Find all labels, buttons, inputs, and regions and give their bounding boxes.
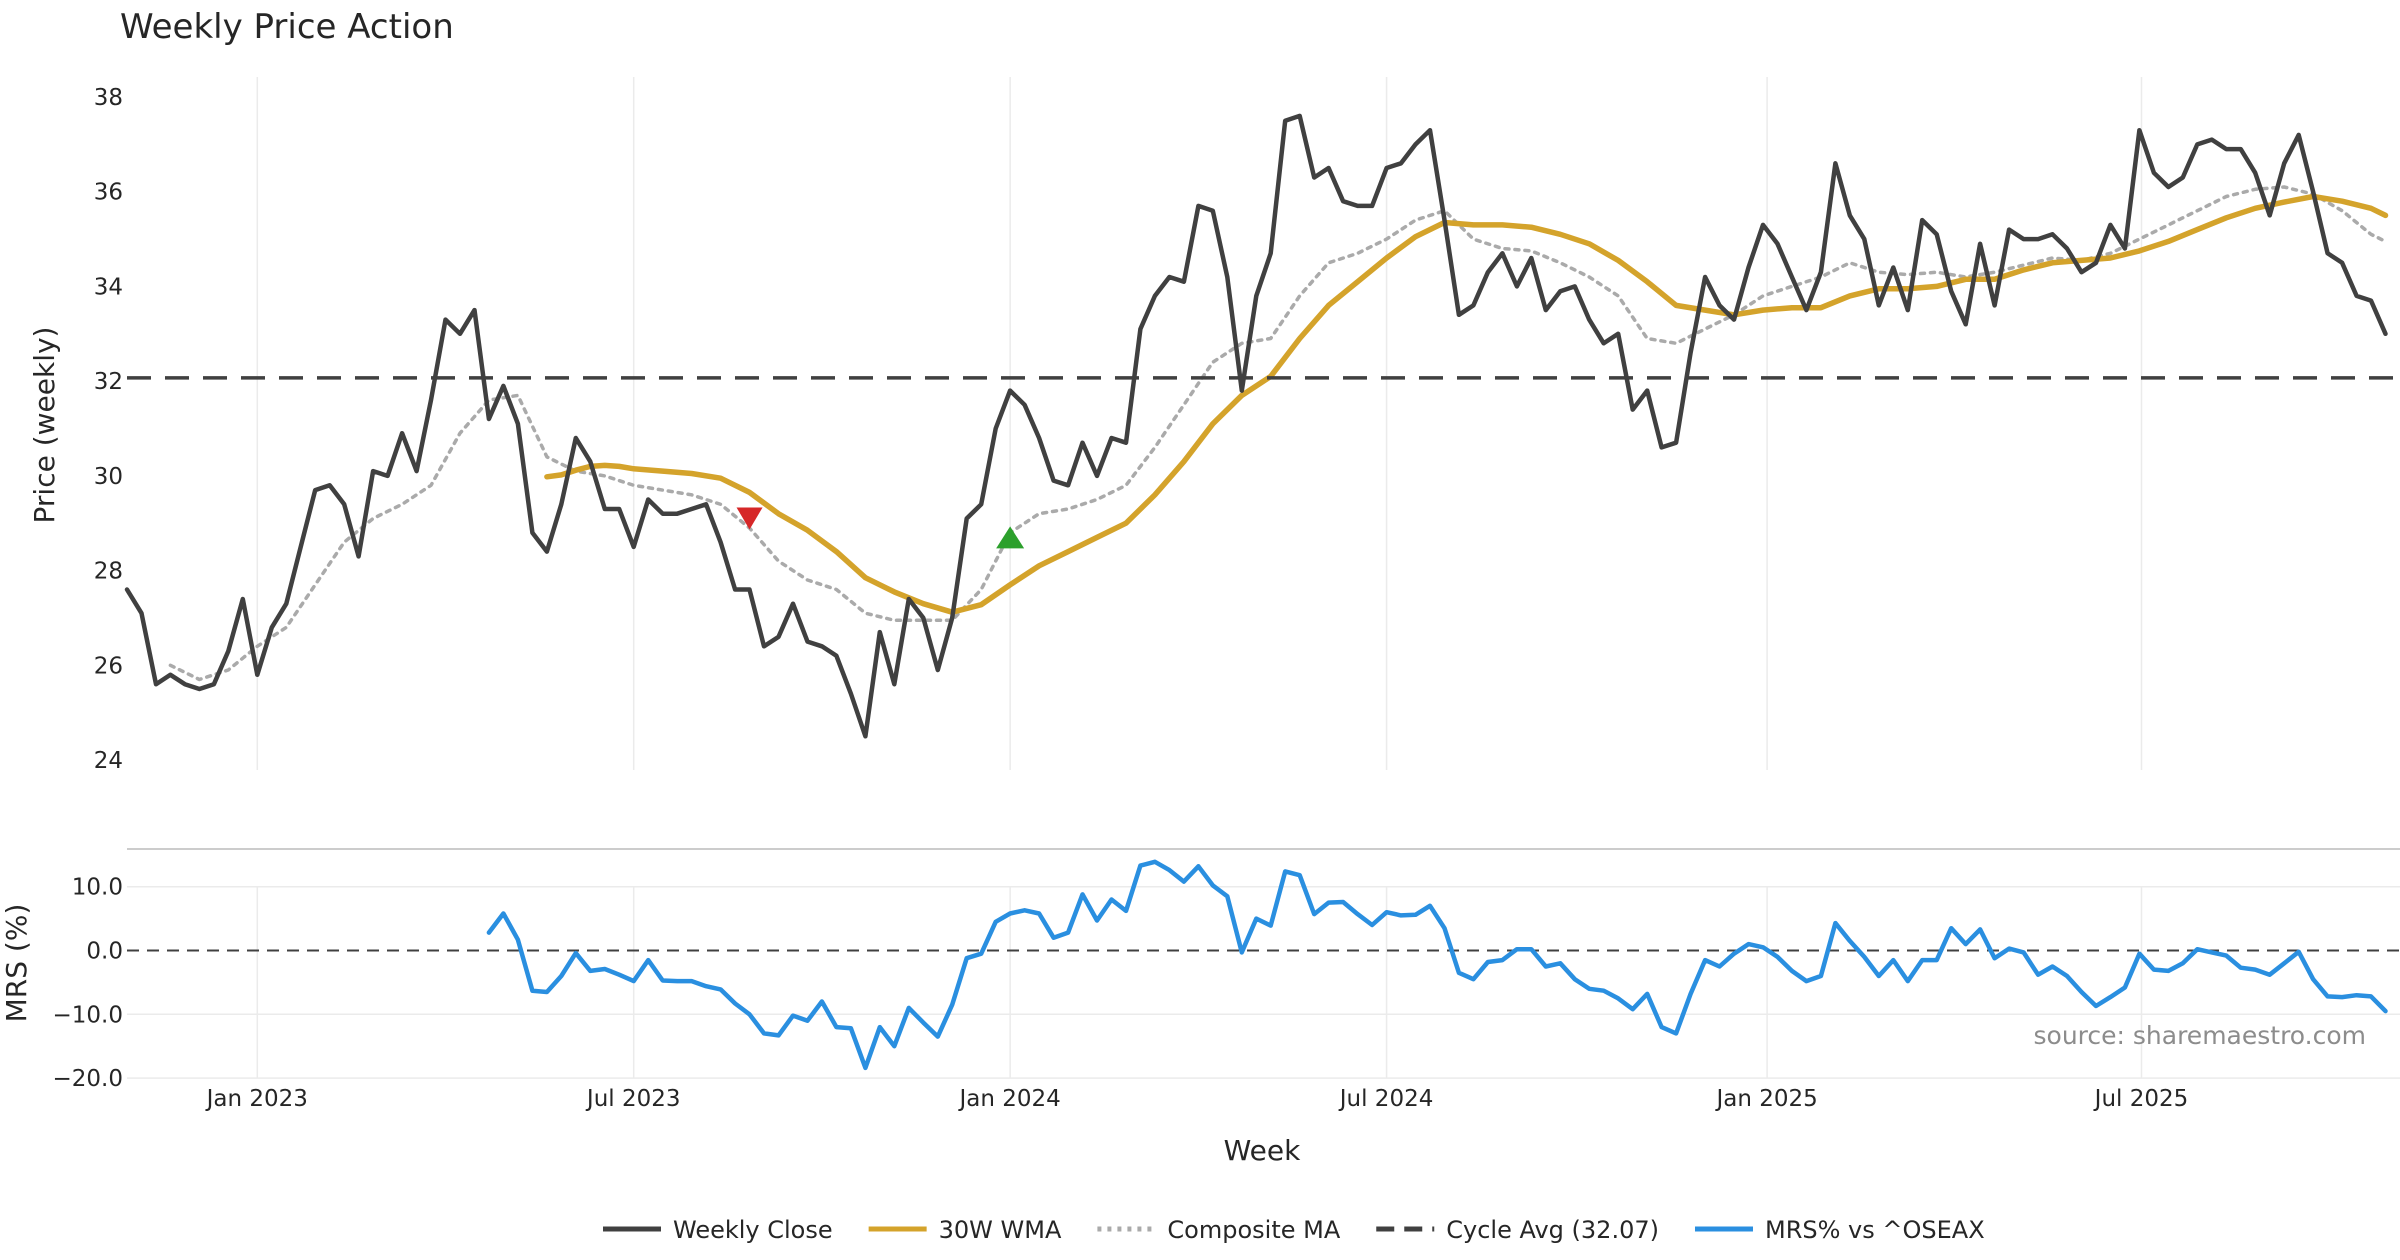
legend-label-4: MRS% vs ^OSEAX (1765, 1216, 1985, 1244)
price-y-tick-32: 32 (94, 369, 123, 395)
x-axis-label: Week (1224, 1134, 1301, 1167)
mrs-y-tick-1: −10.0 (53, 1002, 123, 1028)
x-tick-jan-2024: Jan 2024 (957, 1086, 1060, 1112)
series-30w-wma (544, 193, 2389, 615)
price-y-tick-30: 30 (94, 464, 123, 490)
price-y-tick-28: 28 (94, 559, 123, 585)
legend-label-3: Cycle Avg (32.07) (1446, 1216, 1659, 1244)
series-composite-ma (168, 185, 2388, 682)
chart-legend: Weekly Close 30W WMA Composite MA Cycle Avg… (603, 1216, 1985, 1244)
price-y-tick-26: 26 (94, 653, 123, 679)
chart-title: Weekly Price Action (120, 7, 454, 47)
price-y-tick-34: 34 (94, 274, 123, 300)
price-y-tick-labels: 24 26 28 30 32 34 36 38 (94, 85, 123, 774)
legend-label-0: Weekly Close (673, 1216, 833, 1244)
mrs-y-tick-0: −20.0 (53, 1066, 123, 1092)
x-tick-jul-2023: Jul 2023 (585, 1086, 681, 1112)
mrs-panel: −20.0 −10.0 0.0 10.0 MRS (%) source: sharem… (0, 848, 2400, 1092)
price-y-axis-label: Price (weekly) (28, 327, 61, 524)
mrs-series-layer (486, 859, 2388, 1071)
price-gridlines (256, 77, 2143, 770)
x-tick-jul-2025: Jul 2025 (2093, 1086, 2189, 1112)
price-y-tick-36: 36 (94, 180, 123, 206)
x-tick-jan-2023: Jan 2023 (205, 1086, 308, 1112)
mrs-y-tick-3: 10.0 (72, 875, 123, 901)
buy-signal-marker (996, 526, 1025, 549)
signal-markers (736, 507, 1025, 549)
price-panel: 24 26 28 30 32 34 36 38 Price (weekly) (28, 77, 2400, 774)
price-series-layer (124, 113, 2400, 739)
mrs-y-axis-label: MRS (%) (0, 904, 33, 1023)
legend-label-2: Composite MA (1167, 1216, 1340, 1244)
mrs-y-tick-2: 0.0 (86, 939, 123, 965)
x-tick-jan-2025: Jan 2025 (1714, 1086, 1817, 1112)
mrs-y-tick-labels: −20.0 −10.0 0.0 10.0 (53, 875, 123, 1092)
x-tick-jul-2024: Jul 2024 (1338, 1086, 1434, 1112)
price-y-tick-24: 24 (94, 748, 123, 774)
source-note: source: sharemaestro.com (2034, 1021, 2367, 1050)
legend-label-1: 30W WMA (939, 1216, 1062, 1244)
sell-signal-marker (736, 507, 763, 530)
x-tick-labels: Jan 2023 Jul 2023 Jan 2024 Jul 2024 Jan 2025… (205, 1086, 2189, 1112)
series-mrs (486, 859, 2388, 1071)
series-weekly-close (124, 113, 2388, 739)
price-y-tick-38: 38 (94, 85, 123, 111)
